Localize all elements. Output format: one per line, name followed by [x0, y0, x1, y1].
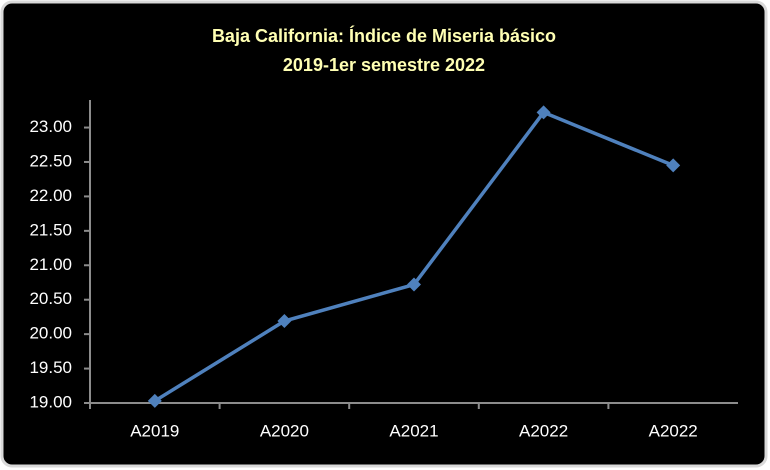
y-tick-label: 19.50 — [29, 358, 72, 377]
marker — [147, 393, 162, 408]
chart-subtitle: 2019-1er semestre 2022 — [283, 55, 485, 75]
marker — [277, 314, 292, 329]
y-tick-label: 19.00 — [29, 392, 72, 411]
y-tick-label: 22.00 — [29, 186, 72, 205]
x-tick-label: A2022 — [519, 421, 568, 440]
y-tick-label: 23.00 — [29, 117, 72, 136]
y-tick-label: 21.00 — [29, 255, 72, 274]
marker — [666, 158, 681, 173]
y-tick-label: 20.00 — [29, 324, 72, 343]
marker — [407, 277, 421, 292]
x-tick-label: A2021 — [389, 421, 438, 440]
chart-title: Baja California: Índice de Miseria básic… — [212, 25, 556, 46]
x-tick-label: A2022 — [649, 421, 698, 440]
y-tick-label: 21.50 — [29, 220, 72, 239]
marker — [536, 105, 551, 120]
y-tick-label: 22.50 — [29, 151, 72, 170]
x-tick-label: A2020 — [260, 421, 309, 440]
x-tick-label: A2019 — [130, 421, 179, 440]
y-tick-label: 20.50 — [29, 289, 72, 308]
